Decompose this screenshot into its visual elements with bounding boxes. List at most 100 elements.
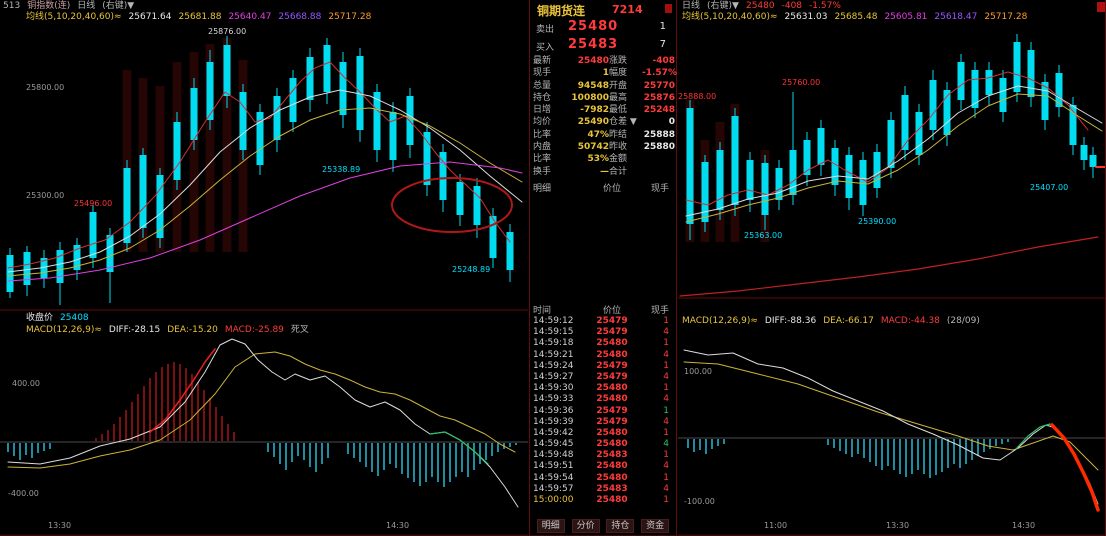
quote-label: 换手 (533, 166, 552, 177)
bid-price: 25483 (568, 37, 619, 52)
header-token: DEA:-66.17 (823, 316, 874, 326)
tick-row[interactable]: 14:59:24 25479 1 (533, 361, 675, 372)
quote-label: 总量 (533, 80, 552, 91)
quote-panel: 铜期货连 7214 卖出 25480 1 买入 25483 7 最新 25480 涨… (529, 0, 677, 536)
ask-row[interactable]: 卖出 25480 1 (530, 19, 676, 36)
chart-annotation: -100.00 (684, 497, 715, 506)
header-token: 513 (3, 1, 21, 11)
quote-label: 最低 (609, 105, 628, 116)
contract-name: 铜期货连 (537, 4, 586, 18)
col-price: 价位 (602, 306, 621, 316)
tick-price: 25483 (596, 483, 628, 494)
tick-price: 25480 (596, 427, 628, 438)
footer-tab[interactable]: 资金 (641, 519, 670, 533)
time-sales-list[interactable]: 14:59:12 25479 1 14:59:15 25479 4 14:59:18 2548… (533, 316, 675, 506)
header-token: -408 (781, 1, 803, 11)
right-chart-panel: 日线 (右键)▼ 25480 -408 -1.57% 均线(5,10,20,40,60)… (678, 0, 1106, 536)
bid-qty: 7 (659, 39, 666, 50)
tick-price: 25480 (596, 461, 628, 472)
tick-row[interactable]: 14:59:33 25480 4 (533, 394, 675, 405)
chart-annotation: -400.00 (8, 489, 39, 498)
quote-value: -7982 (580, 105, 609, 116)
tick-row[interactable]: 14:59:51 25480 4 (533, 461, 675, 472)
header-token: MACD:-25.89 (224, 325, 284, 335)
right-macd-chart[interactable]: 100.00 -100.00 11:00 13:30 14:30 (678, 312, 1106, 536)
quote-label: 合计 (609, 166, 628, 177)
quote-value: — (600, 166, 609, 177)
left-ma-indicator-readout: 均线(5,10,20,40,60)≈ 25671.64 25681.88 25640.… (26, 12, 378, 22)
tick-volume: 4 (663, 439, 669, 450)
left-chart-panel: 513 铜指数(连) 日线 (右键)▼ 均线(5,10,20,40,60)≈ 25671… (0, 0, 528, 536)
chart-annotation: 25300.00 (26, 191, 64, 200)
tick-row[interactable]: 15:00:00 25480 1 (533, 495, 675, 506)
tick-volume: 1 (663, 495, 669, 505)
tick-row[interactable]: 14:59:39 25479 4 (533, 417, 675, 428)
tick-row[interactable]: 14:59:18 25480 1 (533, 338, 675, 349)
header-token: DEA:-15.20 (167, 325, 218, 335)
left-chart-header[interactable]: 513 铜指数(连) 日线 (右键)▼ (3, 1, 141, 11)
tick-row[interactable]: 14:59:15 25479 4 (533, 327, 675, 338)
tick-row[interactable]: 14:59:12 25479 1 (533, 316, 675, 327)
tick-time: 14:59:42 (533, 427, 574, 438)
bid-label: 买入 (536, 43, 555, 53)
quote-label: 涨跌 (609, 56, 628, 66)
left-candlestick-chart[interactable]: 25876.00 25496.00 25338.89 25248.89 25800.00… (0, 0, 528, 312)
tick-volume: 4 (663, 416, 669, 427)
header-token: 25717.28 (328, 12, 372, 22)
chart-annotation: 14:30 (1012, 521, 1035, 530)
panel-corner-icon[interactable] (665, 4, 672, 13)
header-token: (右键)▼ (707, 1, 739, 11)
chart-annotation: 13:30 (48, 521, 71, 530)
tick-time: 14:59:33 (533, 394, 574, 405)
chart-annotation: 25363.00 (744, 231, 782, 240)
chart-annotation: 13:30 (886, 521, 909, 530)
quote-label: 比率 (533, 154, 552, 165)
tick-volume: 1 (663, 450, 669, 461)
tick-time: 14:59:27 (533, 371, 574, 382)
tick-price: 25480 (596, 495, 628, 505)
tick-volume: 4 (663, 349, 669, 360)
tick-time: 14:59:12 (533, 316, 574, 326)
quote-value: 25888 (643, 129, 675, 140)
tick-price: 25483 (596, 450, 628, 461)
quote-label: 最高 (609, 92, 628, 103)
tick-row[interactable]: 14:59:42 25480 1 (533, 428, 675, 439)
bid-row[interactable]: 买入 25483 7 (530, 37, 676, 54)
tick-row[interactable]: 14:59:54 25480 1 (533, 473, 675, 484)
tick-row[interactable]: 14:59:30 25480 1 (533, 383, 675, 394)
tick-row[interactable]: 14:59:45 25480 4 (533, 439, 675, 450)
tick-row[interactable]: 14:59:36 25479 1 (533, 406, 675, 417)
chart-annotation: 25496.00 (74, 199, 112, 208)
chart-annotation: 25888.00 (678, 92, 716, 101)
footer-tab[interactable]: 持仓 (606, 519, 635, 533)
quote-value: -408 (652, 56, 675, 66)
header-token: 均线(5,10,20,40,60)≈ (682, 12, 778, 22)
ask-qty: 1 (659, 21, 666, 32)
footer-tab[interactable]: 明细 (536, 519, 565, 533)
tick-row[interactable]: 14:59:57 25483 4 (533, 484, 675, 495)
tick-price: 25480 (596, 394, 628, 405)
tick-price: 25479 (596, 416, 628, 427)
quote-label: 持仓 (533, 92, 552, 103)
footer-tab[interactable]: 分价 (571, 519, 600, 533)
chart-annotation: 400.00 (12, 379, 40, 388)
tick-volume: 4 (663, 461, 669, 472)
window-corner-icon[interactable] (1097, 2, 1105, 12)
quote-fields-grid: 最新 25480 涨跌 -408 现手 1 幅度 -1.57% 总量 94548 开盘 25770 持仓… (533, 55, 677, 178)
tick-row[interactable]: 14:59:48 25483 1 (533, 450, 675, 461)
header-token: MACD(12,26,9)≈ (26, 325, 102, 335)
left-macd-chart[interactable]: 400.00 -400.00 13:30 14:30 (0, 312, 528, 536)
tick-row[interactable]: 14:59:21 25480 4 (533, 350, 675, 361)
tick-price: 25480 (596, 472, 628, 483)
chart-annotation: 25407.00 (1030, 183, 1068, 192)
tick-time: 14:59:36 (533, 405, 574, 416)
header-token: 均线(5,10,20,40,60)≈ (26, 12, 122, 22)
chart-annotation: 25338.89 (322, 165, 360, 174)
tick-row[interactable]: 14:59:27 25479 4 (533, 372, 675, 383)
header-token: 25631.03 (784, 12, 828, 22)
tick-time: 14:59:24 (533, 360, 574, 371)
right-chart-header[interactable]: 日线 (右键)▼ 25480 -408 -1.57% (682, 1, 848, 11)
tick-time: 14:59:21 (533, 349, 574, 360)
right-candlestick-chart[interactable]: 25888.00 25760.00 25363.00 25390.00 25407.00 (678, 0, 1106, 312)
